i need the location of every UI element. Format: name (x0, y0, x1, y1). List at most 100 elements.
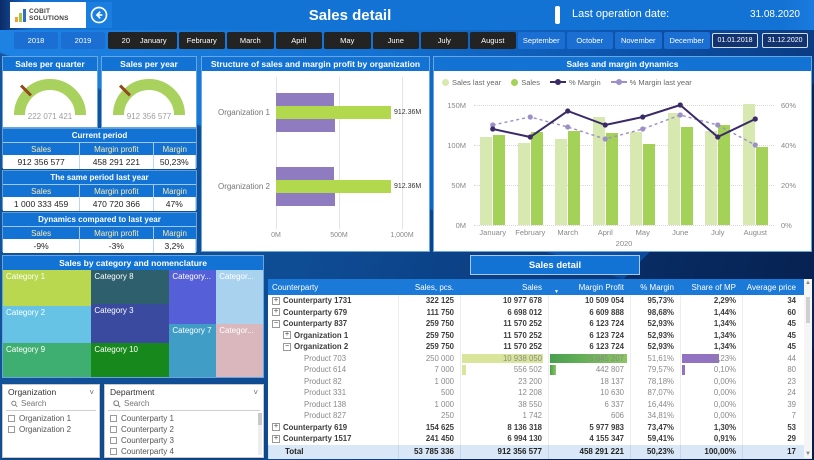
column-header-average-price[interactable]: Average price (742, 279, 802, 295)
margin-point[interactable] (752, 116, 758, 122)
month-button-july[interactable]: July (421, 32, 468, 49)
column-header-sales-pcs[interactable]: Sales, pcs. (398, 279, 460, 295)
month-button-november[interactable]: November (615, 32, 662, 49)
scroll-up-icon[interactable]: ▲ (805, 280, 811, 286)
margin-point[interactable] (527, 134, 533, 140)
column-header-sales[interactable]: Sales (460, 279, 548, 295)
month-button-february[interactable]: February (178, 32, 225, 49)
chevron-down-icon[interactable]: ˅ (89, 387, 94, 397)
treemap-cell-categor-8[interactable]: Categor... (216, 270, 263, 324)
collapse-icon[interactable]: − (283, 342, 291, 351)
sales-detail-button[interactable]: Sales detail (470, 255, 640, 275)
month-button-december[interactable]: December (663, 32, 710, 49)
treemap-cell-categor-9[interactable]: Categor... (216, 323, 263, 377)
table-scrollbar[interactable]: ▲ ▼ (804, 279, 812, 458)
column-header-margin[interactable]: % Margin (630, 279, 680, 295)
month-button-october[interactable]: October (566, 32, 613, 49)
table-row-product-827[interactable]: Product 827 250 1 742 606 34,81% 0,00% 7 (268, 410, 812, 422)
treemap-cell-category-7-7[interactable]: Category 7 (169, 323, 217, 377)
treemap-cell-category-10-5[interactable]: Category 10 (91, 342, 170, 377)
table-row-counterparty-1731[interactable]: + Counterparty 1731 322 125 10 977 678 10 50… (268, 295, 812, 307)
month-button-april[interactable]: April (275, 32, 322, 49)
org-chart-bar-sales[interactable] (276, 106, 391, 119)
treemap-cell-category-6[interactable]: Category... (169, 270, 217, 324)
checkbox[interactable] (110, 426, 117, 433)
table-row-organization-2[interactable]: − Organization 2 259 750 11 570 252 6 123 72… (268, 341, 812, 353)
slicer-search[interactable] (6, 398, 96, 411)
year-button-2019[interactable]: 2019 (61, 32, 105, 49)
margin-point[interactable] (565, 108, 571, 114)
back-button[interactable] (86, 2, 112, 28)
table-row-counterparty-679[interactable]: + Counterparty 679 111 750 6 698 012 6 609 8… (268, 306, 812, 318)
month-button-june[interactable]: June (372, 32, 419, 49)
treemap-cell-category-9-2[interactable]: Category 9 (3, 342, 92, 377)
table-row-product-82[interactable]: Product 82 1 000 23 200 18 137 78,18% 0,00% 23 (268, 375, 812, 387)
slicer-item-counterparty-1[interactable]: Counterparty 1 (110, 413, 258, 424)
expand-icon[interactable]: + (272, 434, 280, 443)
month-button-august[interactable]: August (469, 32, 516, 49)
column-header-margin-profit[interactable]: Margin Profit ▼ (548, 279, 630, 295)
org-chart-bar-margin-profit-last-year[interactable] (276, 119, 336, 132)
expand-icon[interactable]: + (272, 423, 280, 432)
table-row-counterparty-619[interactable]: + Counterparty 619 154 625 8 136 318 5 977 9… (268, 421, 812, 433)
margin-point[interactable] (640, 114, 646, 120)
margin-last-year-point[interactable] (602, 136, 608, 142)
column-header-counterparty[interactable]: Counterparty (268, 279, 398, 295)
table-row-product-138[interactable]: Product 138 1 000 38 550 6 337 16,44% 0,00% 39 (268, 398, 812, 410)
data-cell: 6 994 130 (460, 433, 548, 445)
checkbox[interactable] (110, 415, 117, 422)
checkbox[interactable] (110, 448, 117, 455)
margin-last-year-point[interactable] (677, 112, 683, 118)
table-row-product-614[interactable]: Product 614 7 000 556 502 442 807 79,57% 0,10… (268, 364, 812, 376)
margin-point[interactable] (677, 102, 683, 108)
collapse-icon[interactable]: − (272, 319, 280, 328)
expand-icon[interactable]: + (283, 331, 291, 340)
org-chart-bar-margin-profit-last-year[interactable] (276, 193, 336, 206)
slicer-item-counterparty-4[interactable]: Counterparty 4 (110, 446, 258, 457)
month-button-september[interactable]: September (518, 32, 565, 49)
expand-icon[interactable]: + (272, 308, 280, 317)
search-input[interactable] (21, 399, 91, 408)
column-header-share-of-mp[interactable]: Share of MP (680, 279, 742, 295)
margin-point[interactable] (490, 126, 496, 132)
treemap-cell-category-1-0[interactable]: Category 1 (3, 270, 92, 307)
checkbox[interactable] (8, 426, 15, 433)
table-row-counterparty-837[interactable]: − Counterparty 837 259 750 11 570 252 6 123 … (268, 318, 812, 330)
chevron-down-icon[interactable]: ˅ (253, 387, 258, 397)
table-row-counterparty-1517[interactable]: + Counterparty 1517 241 450 6 994 130 4 155 … (268, 433, 812, 445)
date-to-field[interactable]: 31.12.2020 (762, 33, 808, 48)
scroll-down-icon[interactable]: ▼ (805, 451, 811, 457)
table-row-product-703[interactable]: Product 703 250 000 10 938 050 5 645 207 51,… (268, 352, 812, 364)
expand-icon[interactable]: + (272, 296, 280, 305)
org-chart-bar-margin-profit[interactable] (276, 167, 334, 180)
treemap-cell-category-2-1[interactable]: Category 2 (3, 306, 92, 343)
month-button-march[interactable]: March (227, 32, 274, 49)
slicer-search[interactable] (108, 398, 260, 411)
year-button-2018[interactable]: 2018 (14, 32, 58, 49)
margin-point[interactable] (602, 122, 608, 128)
table-row-organization-1[interactable]: + Organization 1 259 750 11 570 252 6 123 72… (268, 329, 812, 341)
org-chart-bar-margin-profit[interactable] (276, 93, 334, 106)
treemap-cell-category-8-3[interactable]: Category 8 (91, 270, 170, 305)
scrollbar-thumb[interactable] (806, 297, 810, 323)
month-button-january[interactable]: January (130, 32, 177, 49)
checkbox[interactable] (8, 415, 15, 422)
slicer-item-organization-1[interactable]: Organization 1 (8, 413, 94, 424)
slicer-item-counterparty-3[interactable]: Counterparty 3 (110, 435, 258, 446)
slicer-item-organization-2[interactable]: Organization 2 (8, 424, 94, 435)
slicer-item-counterparty-2[interactable]: Counterparty 2 (110, 424, 258, 435)
margin-last-year-point[interactable] (752, 142, 758, 148)
margin-last-year-point[interactable] (565, 124, 571, 130)
margin-point[interactable] (715, 134, 721, 140)
month-button-may[interactable]: May (324, 32, 371, 49)
search-input[interactable] (124, 399, 194, 408)
treemap-cell-category-3-4[interactable]: Category 3 (91, 304, 170, 343)
table-row-product-331[interactable]: Product 331 500 12 208 10 630 87,07% 0,00% 24 (268, 387, 812, 399)
checkbox[interactable] (110, 437, 117, 444)
margin-last-year-point[interactable] (640, 126, 646, 132)
org-chart-bar-sales[interactable] (276, 180, 391, 193)
margin-last-year-point[interactable] (527, 114, 533, 120)
slicer-scrollbar[interactable] (258, 413, 262, 455)
margin-last-year-point[interactable] (715, 122, 721, 128)
date-from-field[interactable]: 01.01.2018 (712, 33, 758, 48)
